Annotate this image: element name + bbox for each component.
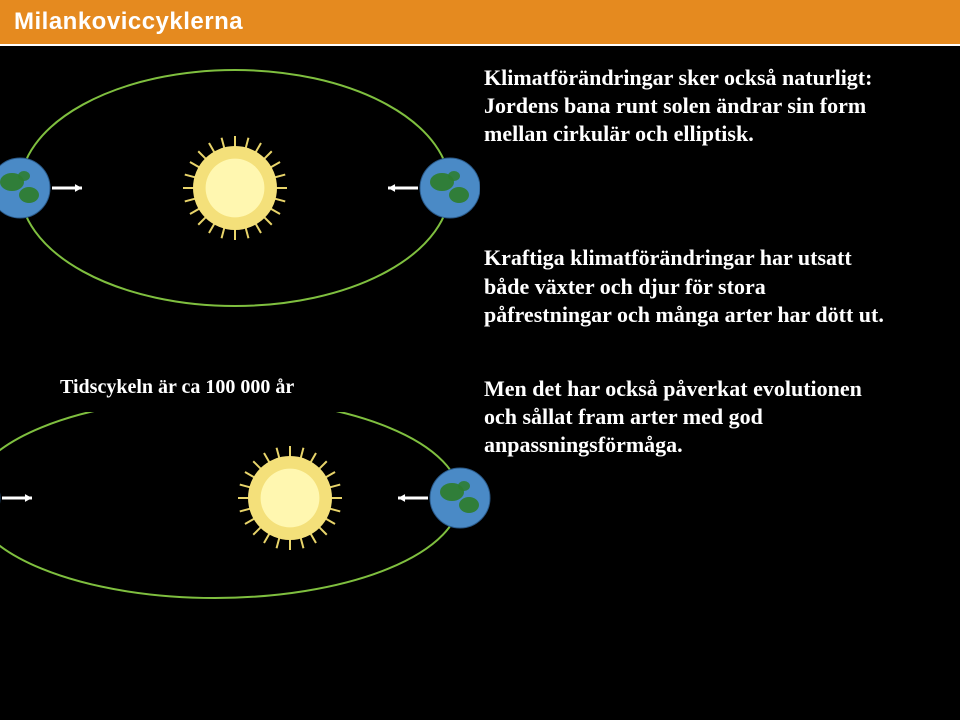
paragraph-2: Kraftiga klimatförändringar har utsatt b… bbox=[480, 238, 900, 338]
slide-header: Milankoviccyklerna bbox=[0, 0, 960, 44]
header-rule bbox=[0, 44, 960, 46]
cycle-caption: Tidscykeln är ca 100 000 år bbox=[60, 364, 430, 412]
slide-page: Milankoviccyklerna Tidscykeln är ca 100 … bbox=[0, 0, 960, 720]
orbit-diagrams: Tidscykeln är ca 100 000 år bbox=[0, 48, 470, 608]
slide-title: Milankoviccyklerna bbox=[14, 8, 243, 36]
circular-orbit-diagram bbox=[0, 48, 480, 348]
paragraph-3: Men det har också påverkat evolutionen o… bbox=[480, 369, 900, 469]
text-column: Klimatförändringar sker också naturligt:… bbox=[480, 58, 900, 499]
slide-content: Tidscykeln är ca 100 000 år Klimatföränd… bbox=[0, 48, 960, 720]
elliptical-orbit-diagram bbox=[0, 378, 500, 638]
paragraph-1: Klimatförändringar sker också naturligt:… bbox=[480, 58, 900, 158]
